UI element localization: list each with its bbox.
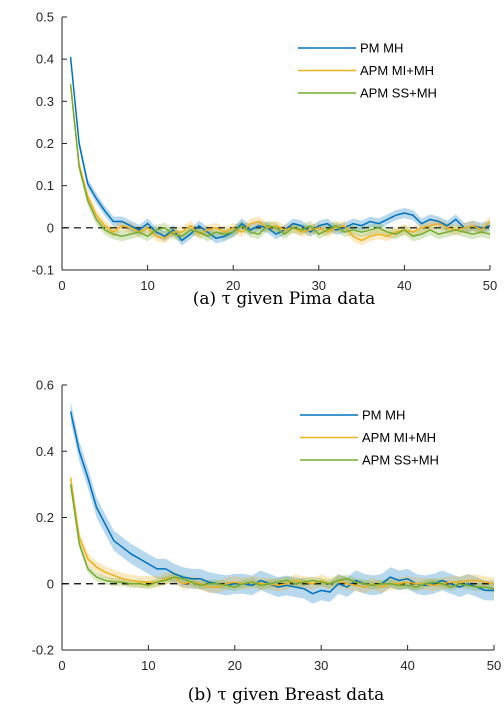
x-tick-label: 40	[397, 278, 411, 293]
y-tick-label: 0.1	[36, 178, 54, 193]
y-tick-label: 0.2	[36, 136, 54, 151]
legend-label: APM SS+MH	[362, 453, 439, 468]
chart-caption: (b) τ given Breast data	[188, 685, 384, 705]
y-tick-label: 0	[47, 220, 54, 235]
series-line	[69, 411, 494, 595]
series-band	[70, 51, 490, 246]
series-band	[70, 79, 490, 246]
series-line	[69, 477, 495, 588]
series-line	[69, 84, 491, 238]
legend-label: APM SS+MH	[360, 86, 437, 101]
y-tick-label: 0.5	[36, 10, 54, 25]
series-band	[70, 471, 494, 594]
y-tick-label: 0.2	[36, 510, 54, 525]
series-line	[69, 56, 491, 242]
x-tick-label: 10	[141, 658, 155, 673]
series-line	[69, 84, 491, 242]
x-tick-label: 30	[314, 658, 328, 673]
y-tick-label: -0.2	[32, 643, 54, 658]
y-tick-label: 0.3	[36, 94, 54, 109]
x-tick-label: 20	[228, 658, 242, 673]
series-line	[69, 484, 495, 590]
x-tick-label: 20	[226, 278, 240, 293]
chart-caption: (a) τ given Pima data	[193, 289, 375, 309]
y-tick-label: 0.4	[36, 444, 54, 459]
legend-label: APM MI+MH	[360, 63, 434, 78]
legend-label: PM MH	[362, 408, 405, 423]
panel-a: -0.1 0 0.1 0.2 0.3 0.4 0.5 0 10 20 30 40 50 PM MH APM …	[32, 10, 498, 310]
legend-label: APM MI+MH	[362, 430, 436, 445]
legend-label: PM MH	[360, 41, 403, 56]
x-tick-label: 10	[140, 278, 154, 293]
x-tick-label: 40	[400, 658, 414, 673]
y-tick-label: 0.6	[36, 378, 54, 393]
x-tick-label: 0	[58, 658, 65, 673]
x-tick-label: 50	[487, 658, 501, 673]
panel-b: -0.2 0 0.2 0.4 0.6 0 10 20 30 40 50 PM MH APM MI+MH A…	[32, 378, 502, 706]
x-tick-label: 30	[312, 278, 326, 293]
y-tick-label: 0.4	[36, 52, 54, 67]
x-tick-label: 0	[58, 278, 65, 293]
y-tick-label: -0.1	[32, 263, 54, 278]
y-tick-label: 0	[47, 576, 54, 591]
x-tick-label: 50	[483, 278, 497, 293]
